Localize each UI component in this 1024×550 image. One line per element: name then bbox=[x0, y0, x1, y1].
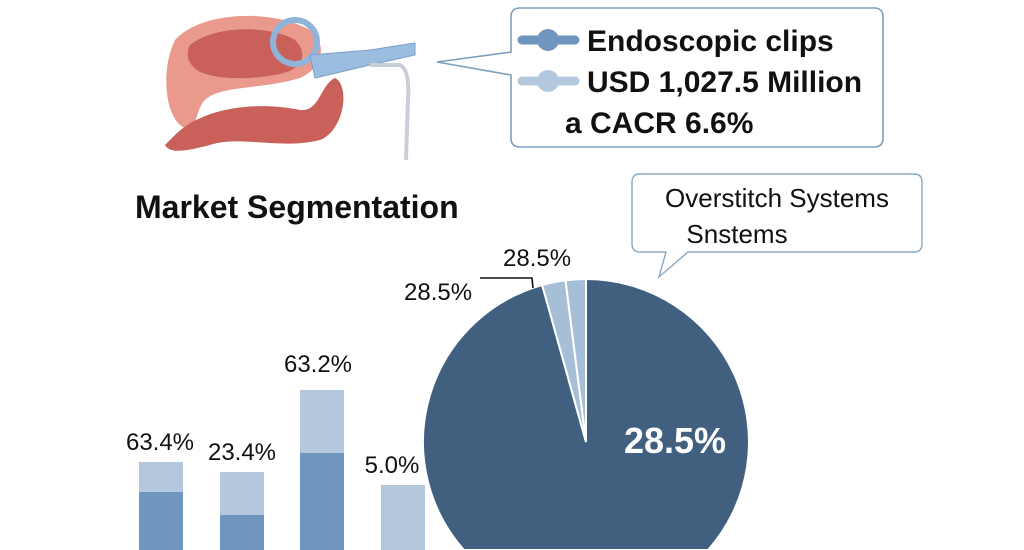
bar-data-label: 23.4% bbox=[208, 439, 276, 466]
bar-segment-1 bbox=[139, 492, 183, 550]
callout-line-2: Snstems bbox=[686, 219, 787, 249]
pie-callout: Overstitch Systems Snstems bbox=[631, 173, 923, 280]
bar-segment-2 bbox=[139, 462, 183, 492]
pie-label-small-1: 28.5% bbox=[404, 279, 472, 306]
pie-chart bbox=[422, 277, 750, 550]
legend-label: USD 1,027.5 Million bbox=[587, 66, 862, 99]
legend-label: Endoscopic clips bbox=[587, 25, 834, 58]
bar-segment-1 bbox=[300, 453, 344, 550]
pie-label-small-2: 28.5% bbox=[503, 245, 571, 272]
pie-slice-1 bbox=[422, 277, 750, 550]
stomach-clip-illustration bbox=[165, 15, 416, 161]
legend-marker-icon bbox=[537, 29, 559, 51]
chart-title: Market Segmentation bbox=[135, 189, 459, 225]
legend-item-usd: USD 1,027.5 Million bbox=[517, 66, 862, 99]
bar-segment-1 bbox=[220, 515, 264, 550]
bar-data-label: 63.2% bbox=[284, 351, 352, 378]
pie-slice-3 bbox=[564, 277, 587, 443]
callout-line-1: Overstitch Systems bbox=[665, 183, 889, 213]
legend-callout: Endoscopic clips USD 1,027.5 Million a C… bbox=[436, 7, 884, 148]
bar-data-label: 63.4% bbox=[126, 429, 194, 456]
bar-segment-2 bbox=[300, 390, 344, 453]
bar-segment-2 bbox=[381, 485, 425, 550]
legend-item-endoscopic-clips: Endoscopic clips bbox=[517, 25, 834, 58]
pie-label-main: 28.5% bbox=[624, 420, 726, 461]
bar-chart: 63.4% 23.4% 63.2% 5.0% bbox=[126, 351, 425, 550]
legend-note: a CACR 6.6% bbox=[565, 107, 753, 140]
bar-segment-2 bbox=[220, 472, 264, 515]
legend-marker-icon bbox=[537, 70, 559, 92]
leader-line bbox=[480, 277, 534, 289]
bar-data-label: 5.0% bbox=[365, 452, 420, 479]
